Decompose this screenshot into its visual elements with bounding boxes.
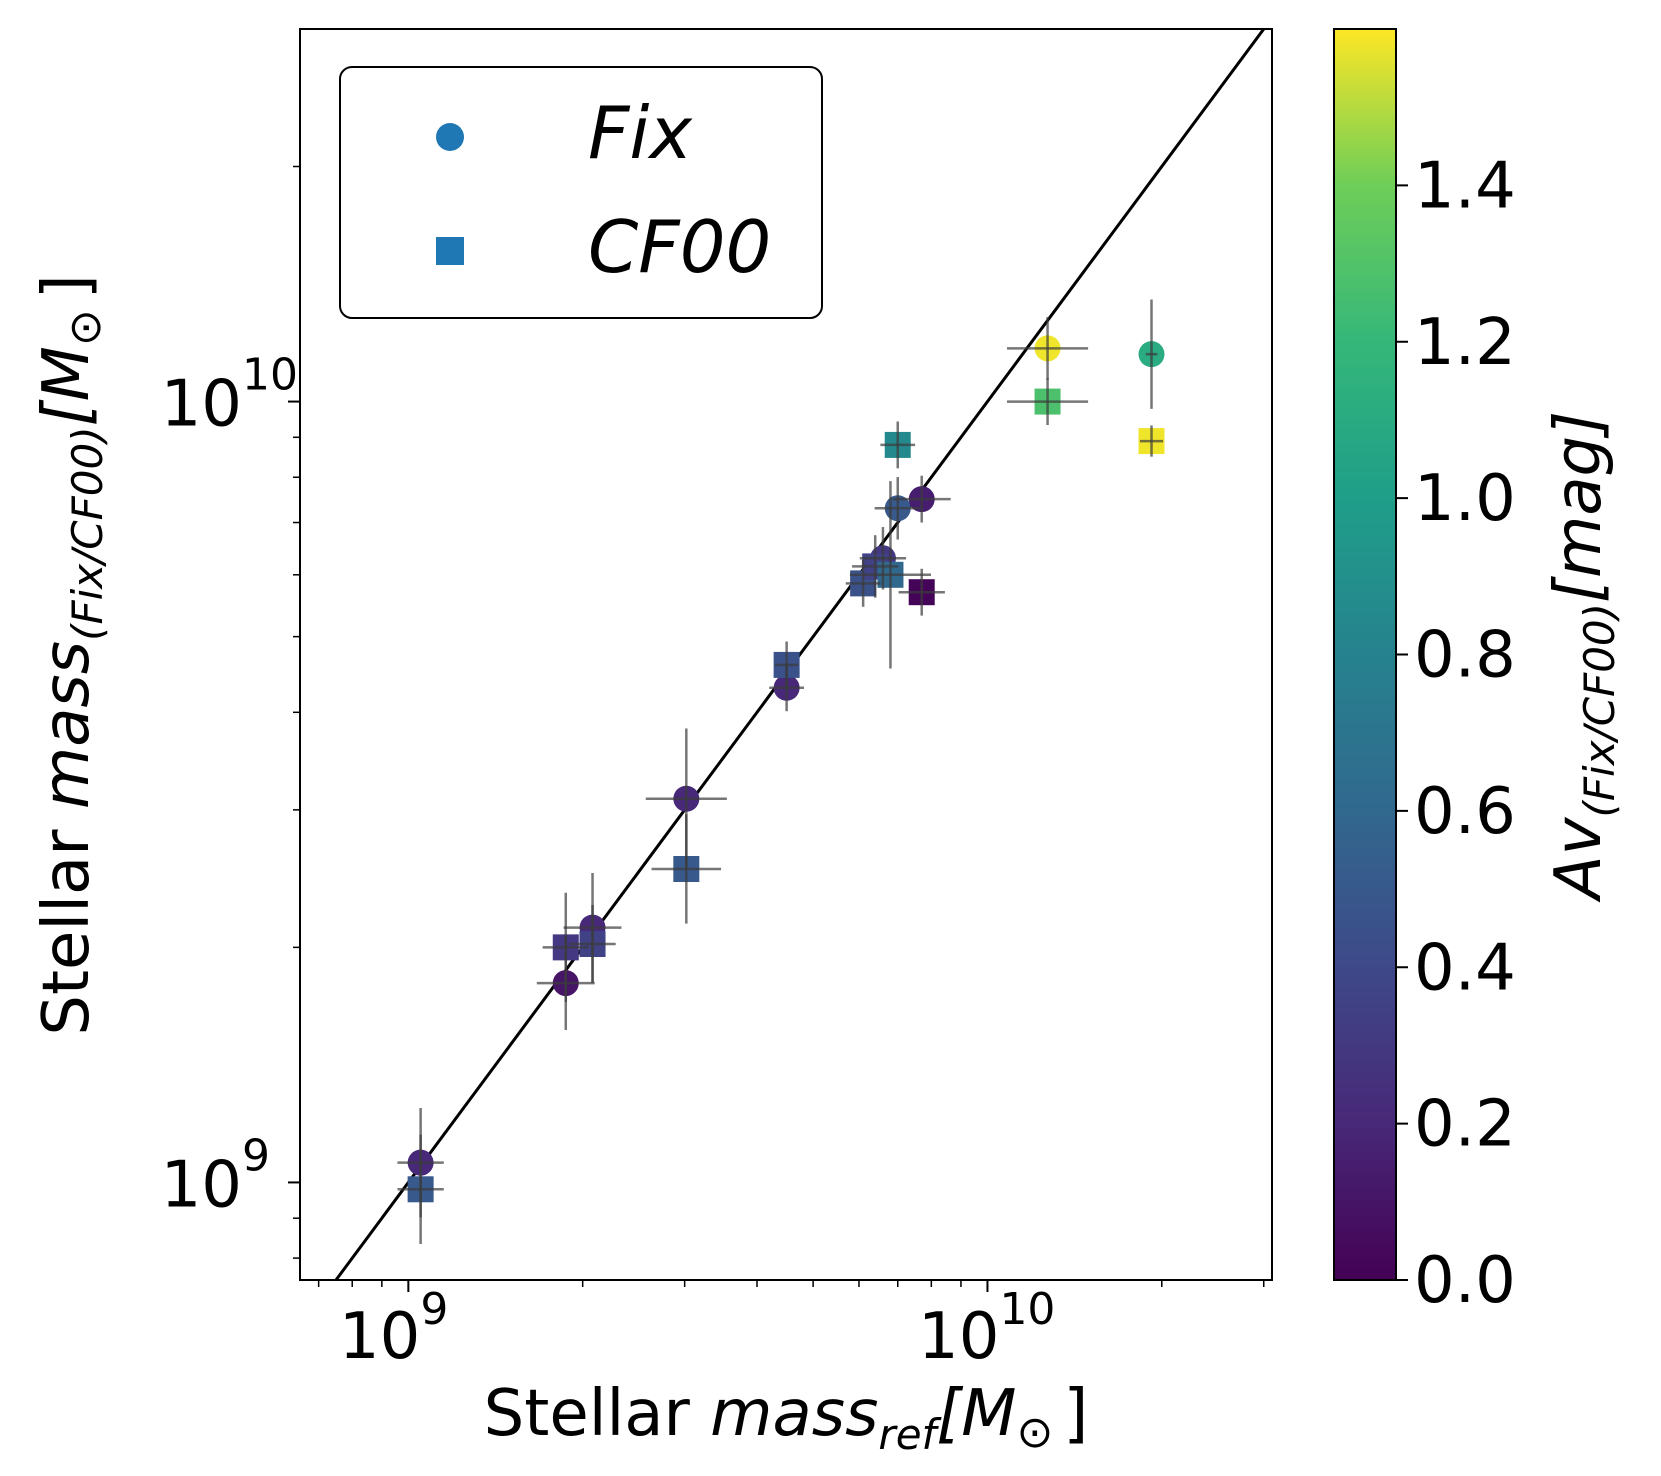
x-tick-label-1e10: 10 10 [918, 1284, 1055, 1374]
x-axis-label-sun-symbol: ⊙ [1017, 1407, 1054, 1458]
colorbar-label: Av(Fix/CF00)[mag] [1542, 411, 1624, 903]
colorbar-label-unit: [mag] [1542, 411, 1616, 603]
x-axis-label-plain: Stellar [484, 1377, 711, 1451]
error-bars [397, 299, 1164, 1244]
major-ticks [288, 400, 989, 1292]
plot-frame [299, 28, 1273, 1281]
x-axis-label-unit: [M [936, 1377, 1016, 1451]
x-tick-exponent: 9 [420, 1284, 448, 1335]
x-axis-label-close: ] [1063, 1377, 1088, 1451]
y-axis-label-close: ] [30, 274, 104, 299]
y-axis-label-unit: [M [30, 346, 104, 426]
colorbar-tick-label: 0.6 [1414, 775, 1516, 849]
minor-ticks [293, 165, 1265, 1287]
colorbar-tick-label: 0.2 [1414, 1088, 1516, 1162]
x-tick-label-1e9: 10 9 [339, 1284, 448, 1374]
colorbar-gradient [1334, 29, 1396, 1280]
colorbar-ticks: 0.0 0.2 0.4 0.6 0.8 1.0 1.2 1.4 [1396, 149, 1516, 1318]
y-tick-base: 10 [161, 1148, 242, 1222]
colorbar-tick-label: 1.0 [1414, 462, 1516, 536]
y-axis-label: Stellar mass(Fix/CF00)[M⊙] [30, 274, 112, 1035]
y-axis-label-plain: Stellar [30, 809, 104, 1036]
legend-square-marker [436, 237, 464, 265]
y-tick-base: 10 [161, 368, 242, 442]
colorbar-tick-label: 1.4 [1414, 149, 1516, 223]
legend: Fix CF00 [339, 66, 823, 319]
y-axis-label-sun-symbol: ⊙ [60, 309, 111, 346]
colorbar-tick-label: 0.0 [1414, 1244, 1516, 1318]
legend-label-fix: Fix [588, 91, 693, 175]
x-tick-base: 10 [339, 1300, 420, 1374]
y-tick-exponent: 9 [242, 1130, 270, 1181]
y-tick-label-1e9: 10 9 [161, 1130, 270, 1222]
x-tick-base: 10 [918, 1300, 999, 1374]
colorbar-tick-label: 1.2 [1414, 306, 1516, 380]
x-tick-exponent: 10 [999, 1284, 1055, 1335]
colorbar-label-subscript: (Fix/CF00) [1575, 603, 1624, 818]
y-axis-label-subscript: (Fix/CF00) [63, 426, 112, 641]
colorbar-label-italic: Av [1542, 816, 1616, 903]
y-axis-label-italic: mass [30, 641, 104, 809]
y-tick-exponent: 10 [242, 350, 298, 401]
x-axis-label-italic: mass [710, 1377, 878, 1451]
y-tick-label-1e10: 10 10 [161, 350, 298, 442]
legend-circle-marker [436, 123, 464, 151]
x-axis-label: Stellar massref[M⊙] [484, 1377, 1089, 1459]
x-axis-label-subscript: ref [878, 1410, 942, 1459]
colorbar-tick-label: 0.4 [1414, 931, 1516, 1005]
legend-label-cf00: CF00 [588, 205, 771, 289]
colorbar-tick-label: 0.8 [1414, 619, 1516, 693]
colorbar: 0.0 0.2 0.4 0.6 0.8 1.0 1.2 1.4 Av(Fix/CF00)[ma… [1333, 28, 1624, 1318]
